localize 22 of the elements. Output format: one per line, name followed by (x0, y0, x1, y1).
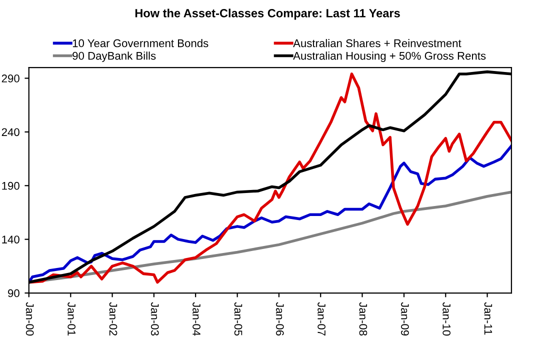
x-tick-label: Jan-09 (401, 302, 409, 336)
legend-label: Australian Shares + Reinvestment (293, 39, 462, 48)
legend-label: 90 DayBank Bills (72, 52, 156, 62)
x-tick-label: Jan-06 (276, 302, 284, 336)
x-tick-label: Jan-07 (318, 302, 326, 336)
y-tick-label: 240 (2, 128, 20, 136)
y-tick-label: 90 (8, 289, 20, 298)
x-tick-label: Jan-01 (68, 302, 76, 336)
x-tick-label: Jan-02 (109, 302, 118, 336)
legend-label: Australian Housing + 50% Gross Rents (293, 52, 486, 62)
x-tick-label: Jan-10 (442, 302, 451, 336)
y-tick-label: 290 (2, 74, 20, 82)
y-tick-label: 140 (2, 236, 20, 244)
x-tick-label: Jan-08 (359, 302, 368, 336)
x-tick-label: Jan-04 (192, 302, 200, 336)
x-tick-label: Jan-11 (484, 302, 492, 335)
x-tick-label: Jan-05 (234, 302, 242, 336)
legend-label: 10 Year Government Bonds (72, 39, 208, 48)
chart-title: How the Asset-Classes Compare: Last 11 Years (135, 8, 400, 20)
x-tick-label: Jan-00 (26, 302, 34, 336)
x-tick-label: Jan-03 (150, 302, 159, 336)
y-tick-label: 190 (2, 182, 20, 190)
